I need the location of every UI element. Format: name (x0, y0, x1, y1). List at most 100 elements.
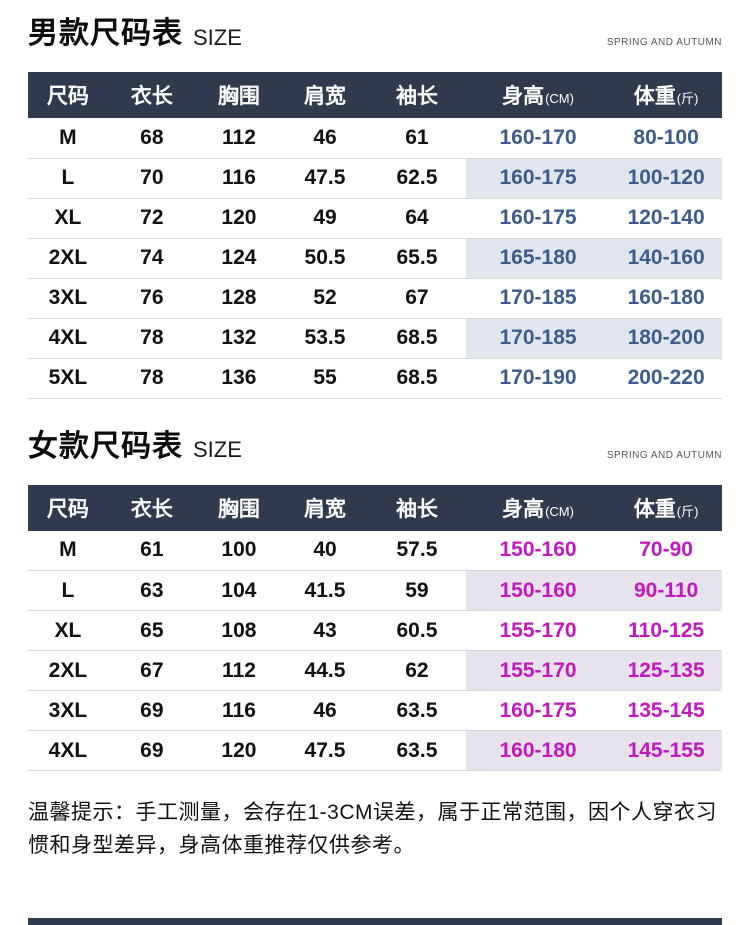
men-header-row: 尺码 衣长 胸围 肩宽 袖长 身高(CM) 体重(斤) (28, 72, 722, 118)
women-cell-length: 69 (107, 690, 196, 731)
women-cell-size: L (28, 570, 108, 611)
table-row: 3XL 69 116 46 63.5 160-175 135-145 (28, 690, 722, 731)
men-cell-shoulder: 47.5 (281, 158, 369, 199)
table-row: 4XL 69 120 47.5 63.5 160-180 145-155 (28, 730, 722, 771)
men-cell-chest: 132 (195, 318, 282, 359)
women-cell-length: 63 (107, 570, 196, 611)
men-size-table: 尺码 衣长 胸围 肩宽 袖长 身高(CM) 体重(斤) M 68 112 46 61 160-170 8… (28, 72, 722, 399)
men-cell-weight: 180-200 (610, 318, 722, 359)
column-label: 肩宽 (303, 497, 346, 521)
men-cell-shoulder: 46 (281, 118, 369, 159)
men-table-head: 尺码 衣长 胸围 肩宽 袖长 身高(CM) 体重(斤) (28, 72, 722, 118)
women-cell-shoulder: 47.5 (281, 730, 369, 771)
women-title: 女款尺码表 (28, 429, 183, 463)
men-cell-shoulder: 50.5 (281, 238, 369, 279)
men-cell-size: M (28, 118, 108, 159)
men-section: 男款尺码表 SIZE SPRING AND AUTUMN 尺码 衣长 胸围 肩宽 袖长 身… (28, 16, 722, 399)
women-cell-weight: 70-90 (610, 530, 722, 571)
women-cell-size: M (28, 530, 108, 571)
men-cell-sleeve: 61 (368, 118, 466, 159)
men-table-body: M 68 112 46 61 160-170 80-100 L 70 116 47.5 62.5 160… (28, 118, 722, 399)
men-cell-chest: 128 (195, 278, 282, 319)
women-cell-length: 67 (107, 650, 196, 691)
men-cell-length: 70 (107, 158, 196, 199)
women-cell-shoulder: 40 (281, 530, 369, 571)
men-cell-sleeve: 68.5 (368, 358, 466, 399)
women-subtitle: SIZE (193, 437, 242, 463)
women-cell-size: 3XL (28, 690, 108, 731)
column-label: 袖长 (395, 85, 438, 108)
women-col-sleeve: 袖长 (368, 484, 466, 531)
table-row: L 63 104 41.5 59 150-160 90-110 (28, 570, 722, 611)
women-cell-weight: 135-145 (610, 690, 722, 731)
women-cell-height: 150-160 (465, 570, 611, 611)
women-cell-size: 2XL (28, 650, 108, 691)
column-unit: (斤) (676, 91, 699, 106)
note-text: 温馨提示：手工测量，会存在1-3CM误差，属于正常范围，因个人穿衣习惯和身型差异… (28, 801, 718, 857)
men-cell-shoulder: 53.5 (281, 318, 369, 359)
table-row: XL 72 120 49 64 160-175 120-140 (28, 198, 722, 239)
women-cell-weight: 145-155 (610, 730, 722, 771)
women-cell-weight: 125-135 (610, 650, 722, 691)
table-row: XL 65 108 43 60.5 155-170 110-125 (28, 610, 722, 651)
women-col-chest: 胸围 (195, 484, 282, 531)
men-cell-height: 170-185 (465, 318, 611, 359)
women-cell-chest: 104 (195, 570, 282, 611)
men-cell-size: L (28, 158, 108, 199)
men-col-sleeve: 袖长 (368, 72, 466, 118)
women-cell-chest: 112 (195, 650, 282, 691)
men-cell-height: 160-175 (465, 198, 611, 239)
women-cell-weight: 90-110 (610, 570, 722, 611)
column-label: 衣长 (130, 497, 173, 521)
column-unit: (CM) (545, 91, 574, 106)
women-cell-weight: 110-125 (610, 610, 722, 651)
column-label: 尺码 (46, 497, 89, 521)
men-cell-size: XL (28, 198, 108, 239)
men-cell-shoulder: 49 (281, 198, 369, 239)
men-subtitle: SIZE (193, 24, 242, 50)
women-season-label: SPRING AND AUTUMN (606, 449, 722, 461)
women-col-size: 尺码 (28, 484, 108, 531)
table-row: 2XL 67 112 44.5 62 155-170 125-135 (28, 650, 722, 691)
men-cell-height: 160-175 (465, 158, 611, 199)
women-cell-height: 160-180 (465, 730, 611, 771)
men-cell-sleeve: 68.5 (368, 318, 466, 359)
table-row: 3XL 76 128 52 67 170-185 160-180 (28, 278, 722, 319)
men-col-chest: 胸围 (195, 72, 282, 118)
column-label: 袖长 (395, 497, 438, 521)
men-cell-weight: 200-220 (610, 358, 722, 399)
men-cell-length: 72 (107, 198, 196, 239)
column-label: 身高 (502, 85, 545, 108)
men-title: 男款尺码表 (28, 17, 183, 50)
men-cell-chest: 112 (195, 118, 282, 159)
men-cell-size: 3XL (28, 278, 108, 319)
men-cell-chest: 124 (195, 238, 282, 279)
women-cell-length: 65 (107, 610, 196, 651)
men-cell-chest: 116 (195, 158, 282, 199)
women-size-table: 尺码 衣长 胸围 肩宽 袖长 身高(CM) 体重(斤) M 61 100 40 57.5 150-16… (28, 484, 722, 771)
women-cell-chest: 116 (195, 690, 282, 731)
column-unit: (CM) (545, 503, 574, 519)
men-col-weight: 体重(斤) (610, 72, 722, 118)
women-cell-sleeve: 62 (368, 650, 466, 691)
table-row: 5XL 78 136 55 68.5 170-190 200-220 (28, 358, 722, 399)
women-col-length: 衣长 (107, 484, 196, 531)
men-cell-size: 2XL (28, 238, 108, 279)
men-cell-length: 74 (107, 238, 196, 279)
men-cell-weight: 120-140 (610, 198, 722, 239)
men-cell-sleeve: 65.5 (368, 238, 466, 279)
men-col-shoulder: 肩宽 (281, 72, 369, 118)
women-cell-shoulder: 43 (281, 610, 369, 651)
men-cell-length: 78 (107, 358, 196, 399)
men-cell-size: 4XL (28, 318, 108, 359)
men-cell-shoulder: 52 (281, 278, 369, 319)
men-cell-sleeve: 62.5 (368, 158, 466, 199)
men-cell-weight: 100-120 (610, 158, 722, 199)
women-title-row: 女款尺码表 SIZE SPRING AND AUTUMN (28, 429, 722, 465)
women-cell-height: 155-170 (465, 650, 611, 691)
men-season-label: SPRING AND AUTUMN (606, 37, 722, 48)
women-cell-shoulder: 41.5 (281, 570, 369, 611)
women-cell-chest: 120 (195, 730, 282, 771)
women-cell-size: 4XL (28, 730, 108, 771)
women-cell-height: 160-175 (465, 690, 611, 731)
